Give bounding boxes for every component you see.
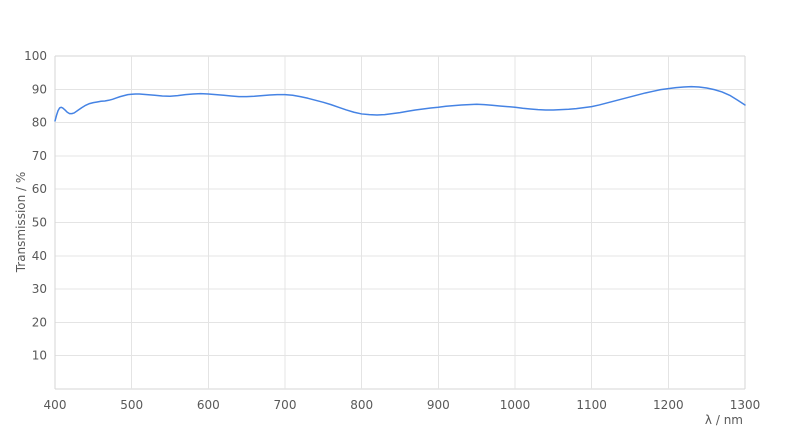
y-tick-label: 30 xyxy=(32,282,47,296)
y-tick-label: 50 xyxy=(32,216,47,230)
x-tick-label: 500 xyxy=(120,398,143,412)
y-axis-title: Transmission / % xyxy=(14,171,28,273)
x-tick-label: 700 xyxy=(274,398,297,412)
y-tick-label: 20 xyxy=(32,315,47,329)
y-tick-label: 80 xyxy=(32,116,47,130)
y-tick-label: 70 xyxy=(32,149,47,163)
series-line-transmission xyxy=(54,85,746,122)
x-axis-title: λ / nm xyxy=(704,413,743,427)
x-tick-label: 800 xyxy=(350,398,373,412)
y-tick-label: 60 xyxy=(32,182,47,196)
y-tick-label: 40 xyxy=(32,249,47,263)
x-tick-label: 1100 xyxy=(576,398,607,412)
x-tick-label: 1300 xyxy=(730,398,761,412)
x-tick-label: 900 xyxy=(427,398,450,412)
x-tick-label: 1200 xyxy=(653,398,684,412)
y-tick-label: 10 xyxy=(32,349,47,363)
x-tick-label: 400 xyxy=(44,398,67,412)
y-tick-label: 100 xyxy=(24,49,47,63)
y-tick-label: 90 xyxy=(32,82,47,96)
x-tick-label: 600 xyxy=(197,398,220,412)
x-tick-label: 1000 xyxy=(500,398,531,412)
